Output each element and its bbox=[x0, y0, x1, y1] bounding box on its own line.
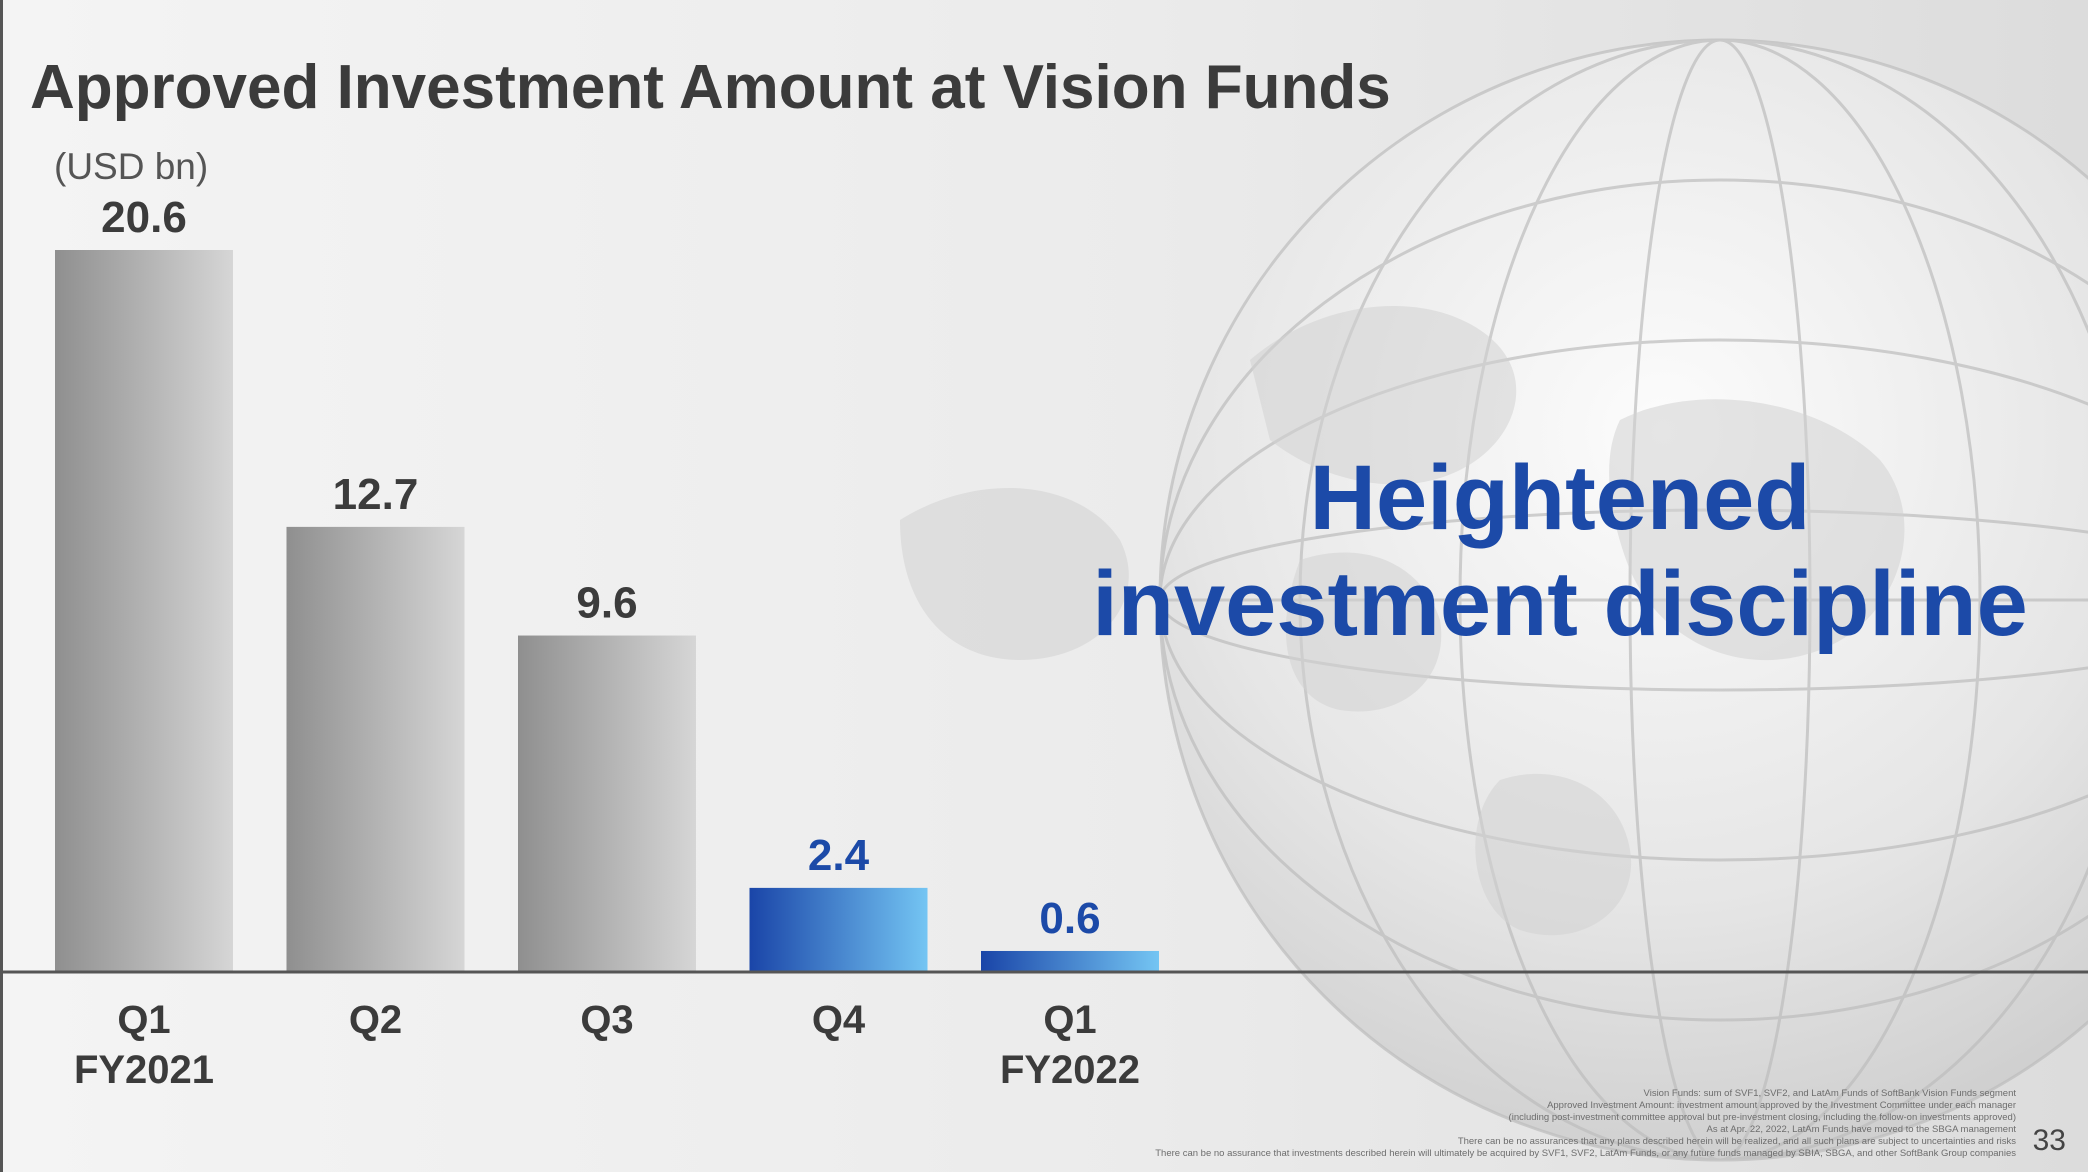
category-label: Q2 bbox=[349, 998, 402, 1042]
headline-line-1: Heightened bbox=[1309, 447, 1811, 549]
data-label: 12.7 bbox=[333, 470, 419, 519]
page-number: 33 bbox=[2032, 1124, 2066, 1157]
bar bbox=[286, 526, 465, 972]
bar bbox=[981, 950, 1159, 972]
footnote: Approved Investment Amount: investment a… bbox=[1547, 1100, 2016, 1111]
headline: Heightened investment discipline bbox=[1040, 445, 2080, 657]
footnote: (including post-investment committee app… bbox=[1508, 1112, 2016, 1123]
footnote: There can be no assurance that investmen… bbox=[1155, 1148, 2016, 1159]
page-title: Approved Investment Amount at Vision Fun… bbox=[30, 53, 1391, 122]
data-label: 20.6 bbox=[101, 193, 187, 242]
footnotes: Vision Funds: sum of SVF1, SVF2, and Lat… bbox=[1155, 1088, 2016, 1160]
headline-line-2: investment discipline bbox=[1092, 553, 2028, 655]
footnote: Vision Funds: sum of SVF1, SVF2, and Lat… bbox=[1643, 1088, 2016, 1099]
chart-marks: 20.6 Q1 FY2021 12.7 Q2 9.6 Q3 2.4 Q4 0.6 Q1 FY2022 bbox=[0, 193, 2088, 1092]
footnote: There can be no assurances that any plan… bbox=[1457, 1136, 2016, 1147]
bar bbox=[749, 887, 928, 972]
unit-label: (USD bn) bbox=[54, 146, 209, 187]
category-label: Q1 bbox=[117, 998, 170, 1042]
globe-shape bbox=[900, 38, 2088, 1162]
bar bbox=[518, 635, 696, 972]
category-label: Q1 bbox=[1043, 998, 1096, 1042]
data-label: 2.4 bbox=[808, 831, 870, 880]
category-label: Q4 bbox=[812, 998, 866, 1042]
data-label: 0.6 bbox=[1039, 894, 1100, 943]
footnote: As at Apr. 22, 2022, LatAm Funds have mo… bbox=[1706, 1124, 2016, 1135]
category-label: FY2021 bbox=[74, 1048, 214, 1092]
category-label: FY2022 bbox=[1000, 1048, 1140, 1092]
data-label: 9.6 bbox=[576, 579, 637, 628]
category-label: Q3 bbox=[580, 998, 633, 1042]
left-edge-rule bbox=[0, 0, 3, 1172]
bar bbox=[55, 250, 233, 972]
